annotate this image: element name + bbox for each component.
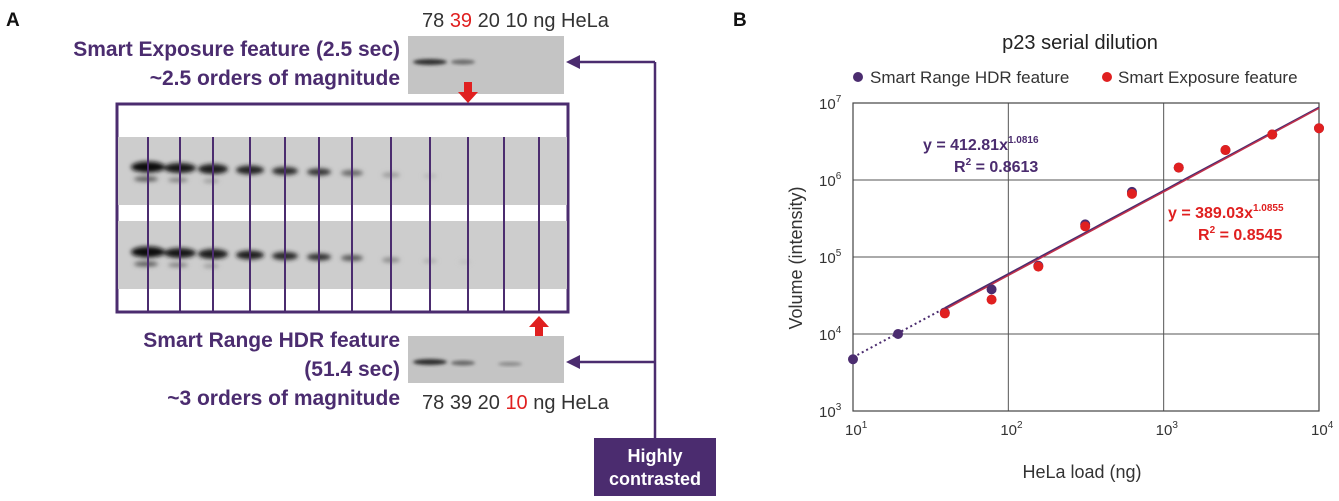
top-blot-image xyxy=(408,36,564,94)
hdr-fit-eq-main: y = 412.81x xyxy=(923,137,1008,154)
red-arrow-down xyxy=(458,82,478,103)
exposure-fit-equation: y = 389.03x1.0855 xyxy=(1168,203,1284,222)
red-arrow-up xyxy=(529,316,549,336)
x-tick-label: 103 xyxy=(1156,420,1179,439)
exposure-fit-r2-exp: 2 xyxy=(1210,225,1216,236)
legend-label-exposure: Smart Exposure feature xyxy=(1118,68,1298,87)
hdr-fit-line xyxy=(944,106,1320,309)
y-tick-label: 107 xyxy=(819,94,842,113)
exposure-data-point xyxy=(1267,129,1278,140)
arrowhead-bottom xyxy=(566,355,580,369)
smart-exposure-title: Smart Exposure feature (2.5 sec) xyxy=(73,38,400,61)
x-tick-label: 101 xyxy=(845,420,868,439)
exposure-fit-r2-label: R xyxy=(1198,227,1210,244)
top-load-unit: ng HeLa xyxy=(533,10,609,32)
smart-range-subtitle: ~3 orders of magnitude xyxy=(167,387,400,410)
bottom-load-unit: ng HeLa xyxy=(533,392,609,414)
exposure-fit-exponent: 1.0855 xyxy=(1253,203,1284,214)
exposure-data-point xyxy=(1220,145,1231,156)
y-tick-label: 105 xyxy=(819,248,842,267)
x-tick-label: 104 xyxy=(1311,420,1334,439)
x-axis-title: HeLa load (ng) xyxy=(1022,462,1141,482)
bottom-load-78: 78 xyxy=(422,392,445,414)
bottom-load-10: 10 xyxy=(505,392,528,414)
hdr-data-point xyxy=(986,284,997,295)
bottom-load-20: 20 xyxy=(477,392,500,414)
exposure-fit-r2-value: = 0.8545 xyxy=(1215,227,1282,244)
y-tick-label: 103 xyxy=(819,402,842,421)
main-blot-upper xyxy=(118,137,567,205)
chart-title: p23 serial dilution xyxy=(1002,32,1158,54)
hdr-data-point xyxy=(893,329,904,339)
exposure-data-point xyxy=(986,294,997,305)
top-load-20: 20 xyxy=(477,10,500,32)
exposure-fit-line xyxy=(944,107,1320,311)
bracket-connector xyxy=(578,60,657,438)
smart-range-title: Smart Range HDR feature xyxy=(143,329,400,352)
arrowhead-top xyxy=(566,55,580,69)
y-tick-label: 106 xyxy=(819,171,842,190)
p23-dilution-chart: p23 serial dilution Smart Range HDR feat… xyxy=(786,32,1334,482)
panel-b-letter: B xyxy=(733,10,747,31)
exposure-data-point xyxy=(1314,123,1324,134)
y-axis-title: Volume (intensity) xyxy=(786,186,806,329)
hdr-fit-r2-exp: 2 xyxy=(966,157,972,168)
lane-lines xyxy=(147,137,540,312)
highly-contrasted-line1: Highly xyxy=(627,446,683,466)
hdr-fit-r2-value: = 0.8613 xyxy=(971,159,1038,176)
fit-layer xyxy=(852,106,1320,359)
exposure-data-point xyxy=(939,308,950,319)
hdr-fit-exponent: 1.0816 xyxy=(1008,135,1039,146)
hdr-fit-equation: y = 412.81x1.0816 xyxy=(923,135,1039,154)
hdr-fit-r2-label: R xyxy=(954,159,966,176)
exposure-data-point xyxy=(1126,188,1137,199)
bottom-load-39: 39 xyxy=(449,392,473,414)
exposure-data-point xyxy=(1173,162,1184,173)
exposure-fit-eq-main: y = 389.03x xyxy=(1168,205,1253,222)
x-tick-label: 102 xyxy=(1000,420,1023,439)
legend-marker-exposure xyxy=(1102,72,1112,82)
exposure-data-point xyxy=(1033,261,1044,272)
legend-label-hdr: Smart Range HDR feature xyxy=(870,68,1069,87)
legend: Smart Range HDR feature Smart Exposure f… xyxy=(853,68,1298,87)
tick-layer: 101 102 103 104 103 104 105 106 107 xyxy=(819,94,1334,439)
top-load-78: 78 xyxy=(422,10,445,32)
exposure-fit-r2: R2 = 0.8545 xyxy=(1198,225,1282,244)
highly-contrasted-line2: contrasted xyxy=(608,469,702,489)
top-load-39: 39 xyxy=(449,10,473,32)
panel-a-letter: A xyxy=(6,10,20,31)
top-load-10: 10 xyxy=(505,10,528,32)
hdr-fit-line-dotted xyxy=(852,307,946,359)
highly-contrasted-box: Highly contrasted xyxy=(594,438,716,496)
panel-a-graphics xyxy=(115,36,657,438)
hdr-fit-r2: R2 = 0.8613 xyxy=(954,157,1038,176)
legend-marker-hdr xyxy=(853,72,863,82)
smart-range-time: (51.4 sec) xyxy=(304,358,400,381)
hdr-data-point xyxy=(848,354,858,365)
plot-frame xyxy=(852,102,1320,412)
point-layer xyxy=(848,123,1324,365)
smart-exposure-subtitle: ~2.5 orders of magnitude xyxy=(149,67,400,90)
y-tick-label: 104 xyxy=(819,325,842,344)
top-load-labels: 78 39 20 10 ng HeLa xyxy=(422,10,609,33)
exposure-data-point xyxy=(1080,221,1091,232)
bottom-load-labels: 78 39 20 10 ng HeLa xyxy=(422,392,609,415)
